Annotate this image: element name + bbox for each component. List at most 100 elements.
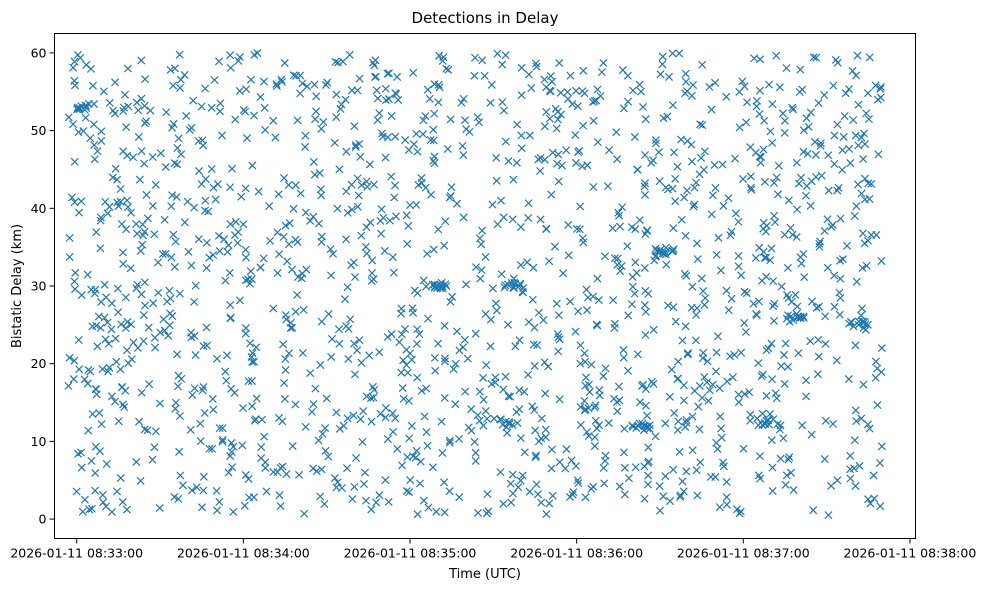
- data-point: [467, 405, 476, 414]
- data-point: [70, 57, 79, 66]
- data-point: [97, 136, 106, 145]
- data-point: [451, 400, 460, 409]
- data-point: [722, 92, 731, 101]
- data-point: [693, 491, 702, 500]
- data-point: [746, 183, 755, 192]
- data-point: [777, 282, 786, 291]
- data-point: [122, 505, 131, 514]
- data-point: [100, 313, 109, 322]
- data-point: [548, 148, 557, 157]
- data-point: [776, 454, 785, 463]
- data-point: [760, 177, 769, 186]
- data-point: [246, 75, 255, 84]
- data-point: [585, 388, 594, 397]
- data-point: [724, 194, 733, 203]
- data-point: [493, 220, 502, 229]
- data-point: [361, 496, 370, 505]
- data-point: [241, 324, 250, 333]
- data-point: [723, 377, 732, 386]
- data-point: [802, 114, 811, 123]
- data-point: [362, 249, 371, 258]
- data-point: [430, 159, 439, 168]
- data-point: [542, 510, 551, 519]
- data-point: [235, 53, 244, 62]
- data-point: [722, 477, 731, 486]
- data-point: [214, 57, 223, 66]
- data-point: [783, 290, 792, 299]
- x-axis: 2026-01-11 08:33:00 2026-01-11 08:34:00 20…: [10, 538, 976, 561]
- data-point: [430, 152, 439, 161]
- data-point: [482, 361, 491, 370]
- data-point: [187, 123, 196, 132]
- data-point: [796, 65, 805, 74]
- data-point: [766, 409, 775, 418]
- data-point: [567, 456, 576, 465]
- data-point: [851, 481, 860, 491]
- data-point: [699, 287, 708, 296]
- data-point: [227, 384, 236, 393]
- data-point: [504, 157, 513, 166]
- data-point: [424, 503, 433, 512]
- data-point: [640, 182, 649, 191]
- data-point: [175, 412, 184, 421]
- data-point: [114, 417, 123, 426]
- data-point: [655, 177, 664, 186]
- data-point: [140, 301, 149, 310]
- x-tick-label: 2026-01-11 08:37:00: [677, 546, 810, 561]
- data-point: [74, 335, 83, 345]
- data-point: [381, 413, 390, 422]
- data-point: [473, 113, 482, 122]
- data-point: [630, 289, 639, 298]
- data-point: [667, 365, 676, 374]
- data-point: [740, 287, 749, 296]
- data-point: [636, 398, 645, 407]
- data-point: [628, 86, 638, 95]
- data-point: [279, 232, 288, 241]
- data-point: [201, 196, 210, 205]
- data-point: [227, 448, 236, 457]
- data-point: [431, 366, 440, 375]
- data-point: [194, 235, 203, 244]
- data-point: [417, 386, 426, 395]
- data-point: [369, 393, 378, 402]
- data-point: [184, 247, 193, 256]
- data-point: [266, 236, 275, 245]
- data-point: [771, 389, 780, 398]
- data-point: [327, 352, 336, 362]
- data-point: [528, 295, 537, 304]
- data-point: [853, 51, 862, 60]
- data-point: [579, 66, 588, 75]
- data-point: [167, 253, 176, 262]
- data-point: [537, 414, 546, 423]
- data-point: [689, 202, 698, 211]
- data-point: [814, 99, 823, 108]
- data-point: [681, 231, 690, 240]
- data-point: [781, 480, 790, 489]
- data-point: [754, 359, 763, 368]
- data-point: [388, 253, 397, 262]
- data-point: [641, 150, 650, 160]
- data-point: [705, 82, 714, 91]
- data-point: [210, 75, 219, 85]
- data-point: [207, 103, 216, 112]
- data-point: [146, 106, 155, 115]
- data-point: [693, 255, 702, 264]
- data-point: [476, 274, 485, 283]
- data-point: [499, 106, 508, 115]
- data-point: [540, 75, 549, 84]
- data-point: [534, 155, 543, 164]
- data-point: [111, 334, 120, 343]
- data-point: [291, 181, 300, 190]
- data-point: [227, 438, 236, 448]
- data-point: [620, 490, 629, 499]
- data-point: [512, 158, 521, 167]
- data-point: [81, 113, 90, 122]
- data-point: [717, 424, 726, 433]
- data-point: [393, 72, 402, 81]
- data-point: [530, 361, 539, 370]
- data-point: [562, 146, 571, 155]
- data-point: [277, 77, 286, 86]
- data-point: [555, 58, 564, 68]
- data-point: [419, 130, 428, 139]
- data-point: [156, 328, 165, 337]
